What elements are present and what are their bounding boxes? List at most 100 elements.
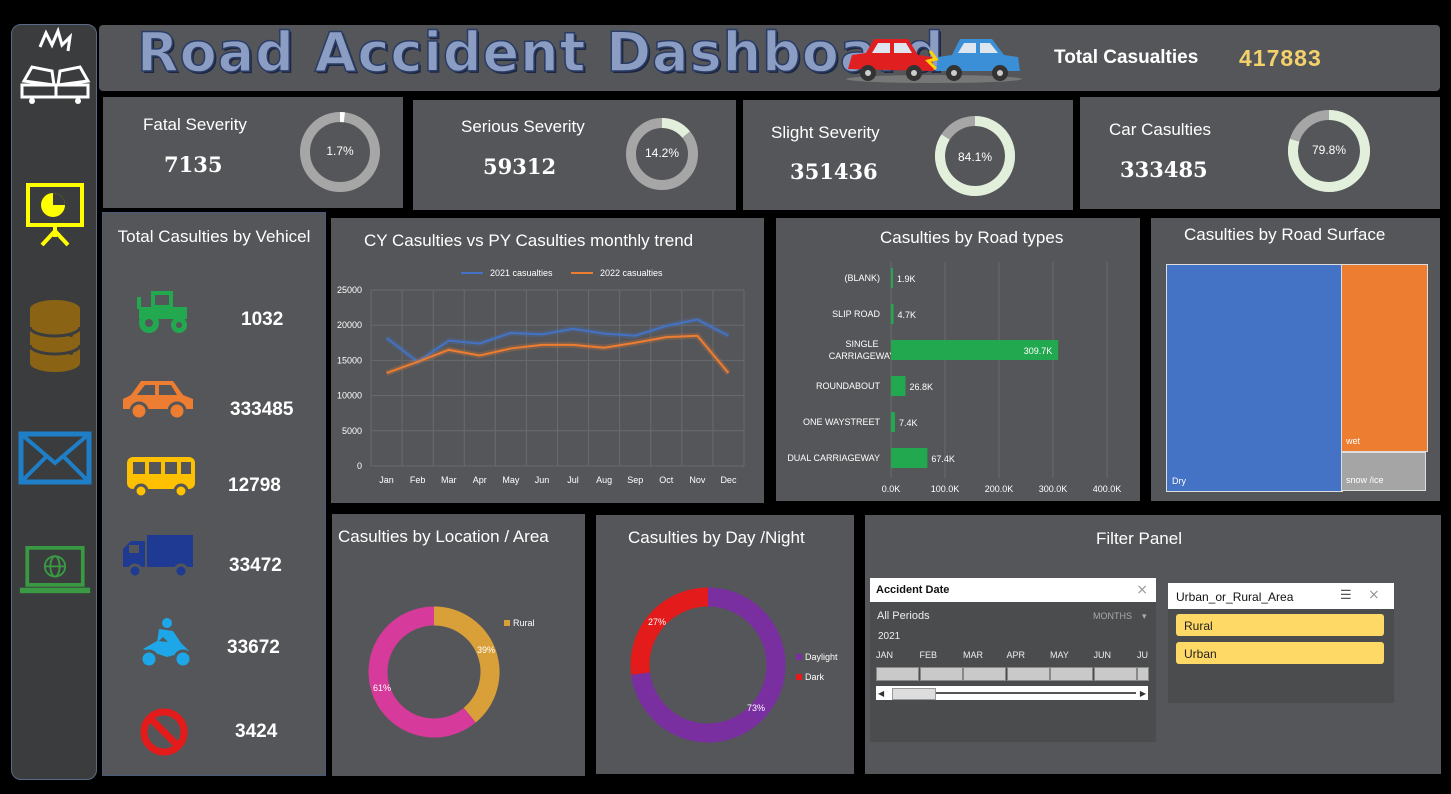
data-label: 39% [477,645,495,655]
car-crash-icon [846,39,1022,83]
y-tick-label: CARRIAGEWAY [829,351,896,361]
chevron-down-icon[interactable]: ▾ [1142,611,1147,621]
timeline-month-bar[interactable] [1137,667,1149,681]
timeline-scrollbar[interactable]: ◀ ▶ [876,686,1148,700]
legend-label: Daylight [805,652,838,662]
timeline-month-label: FEB [919,650,938,660]
vehicle-title: Total Casulties by Vehicel [117,227,311,246]
donut-slice [630,587,709,675]
kpi-card-slight: Slight Severity 351436 84.1% [743,100,1073,210]
motorcycle-icon [139,618,193,669]
location-title: Casulties by Location / Area [338,527,549,546]
scroll-track [936,692,1136,694]
timeline-month-bar[interactable] [919,667,963,681]
treemap-cell-wet: wet [1341,264,1428,452]
data-label: 1.9K [897,274,916,284]
x-tick-label: Nov [689,475,706,485]
presentation-icon[interactable] [18,179,92,249]
web-icon[interactable] [18,543,92,599]
clear-filter-icon[interactable]: ⨯ [1136,581,1148,597]
timeline-month-label: MAR [963,650,983,660]
x-tick-label: Jul [567,475,579,485]
y-tick-label: ROUNDABOUT [816,381,881,391]
x-tick-label: Sep [627,475,643,485]
kpi-donut [935,116,1015,196]
timeline-month-label: JUN [1093,650,1112,660]
kpi-value: 7135 [164,152,223,177]
timeline-unit-dropdown[interactable]: MONTHS [1093,611,1132,621]
crash-icon[interactable] [18,27,92,105]
x-tick-label: Apr [473,475,487,485]
timeline-month-bar[interactable] [963,667,1006,681]
legend-swatch [504,620,510,626]
scroll-right-icon[interactable]: ▶ [1139,689,1146,698]
bar [891,448,928,468]
vehicle-row-other: 3424 [103,703,325,763]
area-option-label: Urban [1184,647,1217,661]
timeline-year: 2021 [878,631,901,642]
x-tick-label: May [502,475,520,485]
data-label: 27% [648,617,666,627]
bar [891,304,894,324]
total-casualties-value: 417883 [1239,45,1322,71]
data-label: 4.7K [898,310,917,320]
road-types-panel: Casulties by Road types 0.0K 100.0K 200.0K… [776,218,1140,501]
series-line [385,318,729,364]
location-donut-chart: 39% 61% Rural [368,606,535,738]
data-label: 309.7K [1024,346,1053,356]
trend-chart-panel: CY Casulties vs PY Casulties monthly tre… [331,218,764,503]
bus-icon [127,457,195,499]
x-tick-label: 200.0K [985,484,1014,494]
kpi-percent: 1.7% [326,144,354,158]
y-tick-label: 15000 [337,355,362,365]
scroll-left-icon[interactable]: ◀ [878,689,885,698]
timeline-header: Accident Date ⨯ [870,578,1156,602]
date-timeline-slicer[interactable]: Accident Date ⨯ All Periods MONTHS ▾ 202… [870,578,1156,742]
clear-filter-icon[interactable]: ⨯ [1368,586,1380,602]
vehicle-value: 33672 [227,637,280,658]
no-entry-icon [140,708,188,756]
vehicle-row-tractor: 1032 [103,285,325,345]
database-icon[interactable] [18,297,92,373]
kpi-ring-fill [935,116,1015,196]
legend-swatch [796,674,802,680]
kpi-percent: 79.8% [1311,143,1347,157]
treemap-label: Dry [1172,476,1186,486]
vehicle-value: 33472 [229,555,282,576]
kpi-label: Fatal Severity [143,115,247,134]
area-option-rural[interactable]: Rural [1176,614,1384,636]
x-tick-label: Jan [379,475,394,485]
donut-slice [631,587,786,743]
multi-select-icon[interactable]: ☰ [1340,587,1352,602]
series-line [386,334,730,375]
data-label: 26.8K [909,382,933,392]
timeline-month-bar[interactable] [876,667,919,681]
timeline-month-bar[interactable] [1006,667,1050,681]
kpi-value: 59312 [483,154,557,179]
scroll-thumb[interactable] [892,688,936,700]
legend-label: 2021 casualties [490,268,553,278]
timeline-month-label: APR [1006,650,1026,660]
timeline-month-bar[interactable] [1050,667,1093,681]
kpi-donut [1288,110,1370,192]
y-tick-label: 5000 [342,426,362,436]
trend-chart: 0 5000 10000 15000 20000 25000 Jan Feb Mar Apr May… [337,268,745,485]
filter-title: Filter Panel [1096,529,1182,548]
area-option-urban[interactable]: Urban [1176,642,1384,664]
area-slicer: Urban_or_Rural_Area ☰ ⨯ Rural Urban [1168,583,1394,703]
daynight-panel: Casulties by Day /Night 73% 27% Daylight Da… [596,515,854,774]
timeline-month-bar[interactable] [1093,667,1137,681]
kpi-label: Car Casulties [1109,120,1212,139]
x-tick-label: 100.0K [931,484,960,494]
y-tick-label: (BLANK) [844,273,880,283]
mail-icon[interactable] [18,431,92,485]
donut-slice [433,606,500,723]
kpi-value: 333485 [1120,157,1208,182]
car-icon [123,381,193,421]
kpi-donut [300,112,380,192]
tractor-icon [137,291,187,333]
header: Road Accident Dashboard Total Casualties… [99,20,1440,91]
legend-label: Rural [513,618,535,628]
truck-icon [123,535,193,579]
kpi-ring-fill [661,118,691,138]
